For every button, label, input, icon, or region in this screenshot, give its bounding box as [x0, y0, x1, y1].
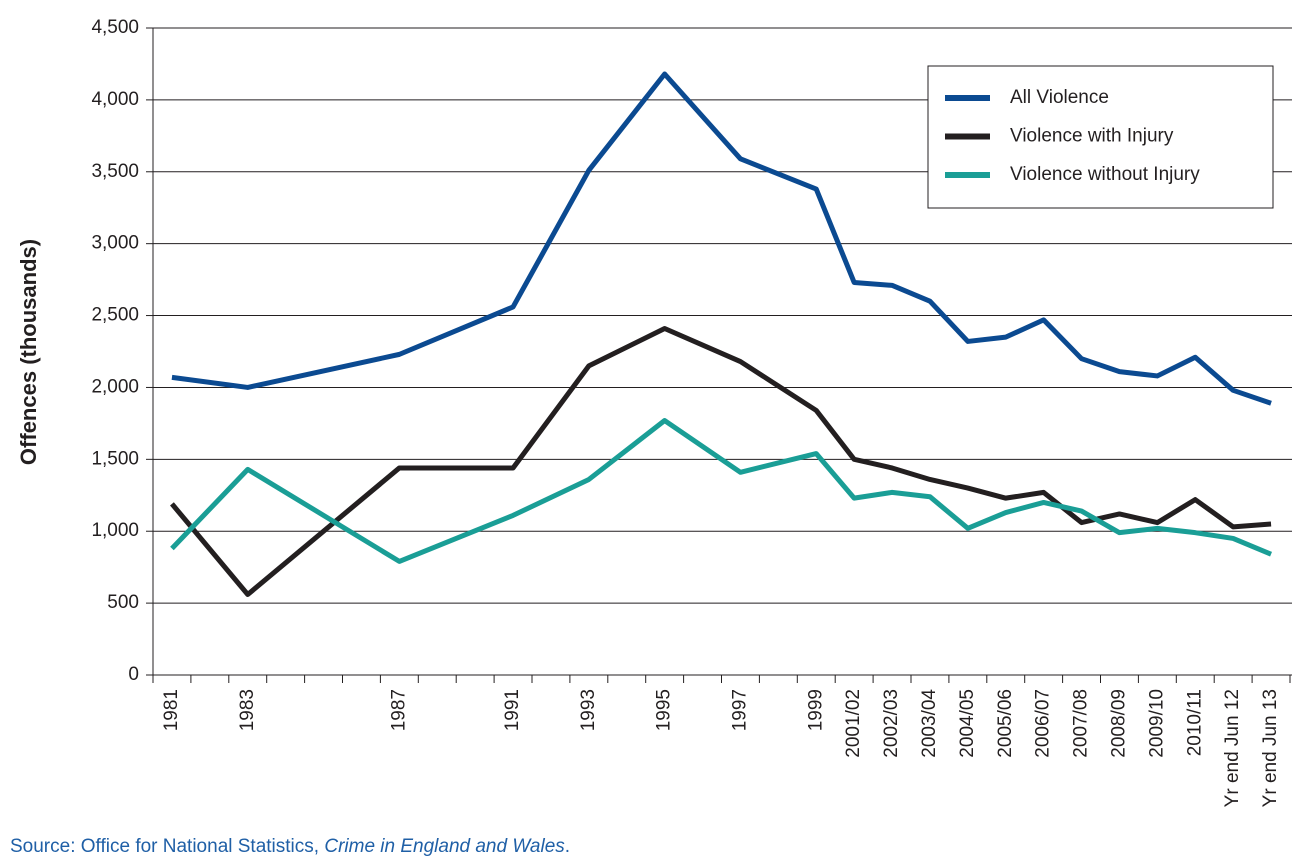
x-tick-label: 1999 — [805, 689, 826, 731]
source-prefix: Source: Office for National Statistics, — [10, 836, 325, 857]
x-tick-label: 2004/05 — [957, 689, 978, 758]
legend-label: Violence without Injury — [1010, 164, 1200, 185]
y-tick-label: 0 — [128, 664, 139, 685]
y-tick-label: 3,500 — [91, 161, 139, 182]
x-tick-label: 1993 — [578, 689, 599, 731]
legend-label: Violence with Injury — [1010, 126, 1174, 147]
x-tick-label: 2003/04 — [919, 689, 940, 758]
x-tick-label: 2005/06 — [995, 689, 1016, 758]
x-tick-label: 1981 — [161, 689, 182, 731]
y-tick-label: 2,000 — [91, 376, 139, 397]
y-tick-label: 1,500 — [91, 448, 139, 469]
x-tick-label: 2006/07 — [1033, 689, 1054, 758]
y-tick-label: 3,000 — [91, 233, 139, 254]
x-tick-label: 1995 — [654, 689, 675, 731]
series-line — [170, 325, 1272, 597]
y-tick-label: 2,500 — [91, 305, 139, 326]
x-tick-label: 1991 — [502, 689, 523, 731]
legend: All Violence Violence with Injury Violence… — [927, 65, 1274, 209]
series-line — [171, 71, 1272, 406]
series-line — [170, 418, 1273, 564]
x-tick-label: 2009/10 — [1146, 689, 1167, 758]
legend-label: All Violence — [1010, 87, 1109, 108]
x-tick-label: 2002/03 — [881, 689, 902, 758]
chart: Offences (thousands) 0 500 1,000 1,500 2,000… — [16, 17, 1292, 807]
y-tick-label: 4,500 — [91, 17, 139, 38]
x-tick-label: 2007/08 — [1071, 689, 1092, 758]
source-title: Crime in England and Wales — [324, 836, 565, 857]
x-tick-label: 2001/02 — [843, 689, 864, 758]
x-tick-label: 2010/11 — [1184, 689, 1205, 756]
source-suffix: . — [564, 836, 571, 857]
x-tick-label: 1983 — [237, 689, 258, 731]
x-tick-label: Yr end Jun 12 — [1222, 689, 1243, 807]
y-tick-label: 4,000 — [91, 89, 139, 110]
x-tick-label: 2008/09 — [1108, 689, 1129, 758]
y-tick-label: 1,000 — [91, 520, 139, 541]
source: Source: Office for National Statistics, … — [10, 836, 570, 858]
x-tick-label: 1987 — [388, 689, 409, 731]
y-axis-title: Offences (thousands) — [16, 239, 41, 465]
x-tick-label: Yr end Jun 13 — [1260, 689, 1281, 807]
y-tick-label: 500 — [107, 592, 139, 613]
x-tick-label: 1997 — [729, 689, 750, 731]
